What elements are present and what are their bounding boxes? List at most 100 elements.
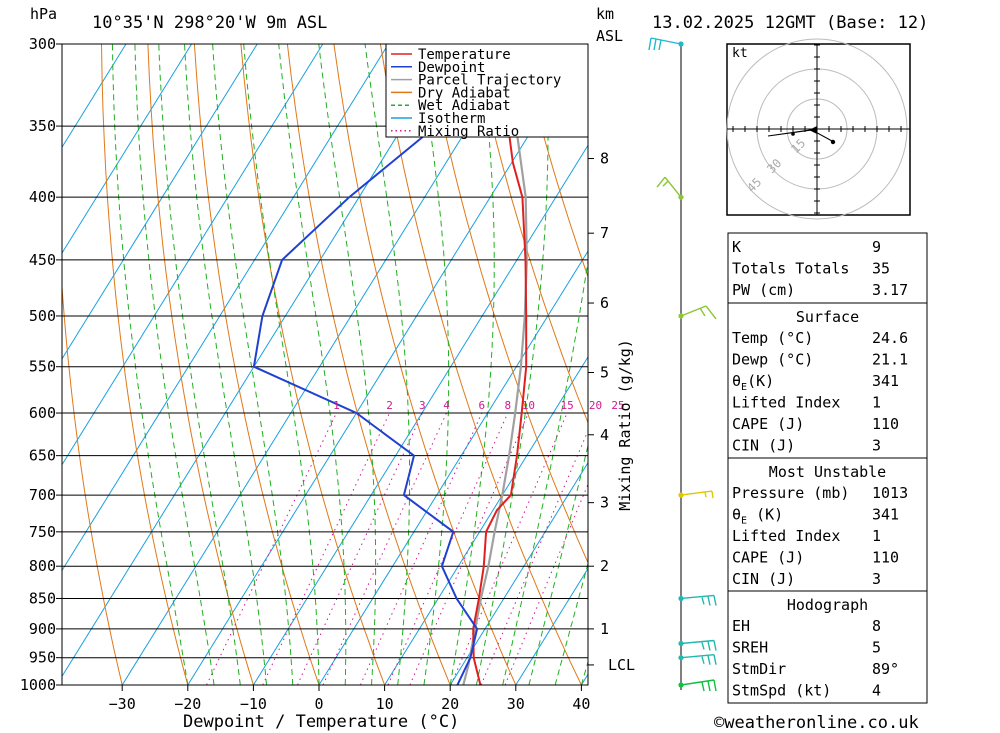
wind-barb [656, 176, 682, 198]
wind-barb-segment [705, 305, 717, 320]
wind-barb-segment [704, 491, 707, 498]
dry-adiabat-line [333, 44, 517, 685]
index-name: Totals Totals [732, 260, 849, 278]
index-value: 1013 [872, 484, 908, 502]
pressure-tick-label: 450 [29, 251, 56, 269]
index-name: K [732, 238, 741, 256]
index-value: 341 [872, 372, 899, 390]
wind-barb-segment [656, 176, 666, 188]
temperature-tick-label: 10 [376, 695, 394, 713]
footer-credit: ©weatheronline.co.uk [714, 713, 919, 733]
index-value: 1 [872, 527, 881, 545]
pressure-tick-label: 950 [29, 649, 56, 667]
datetime-title: 13.02.2025 12GMT (Base: 12) [652, 13, 928, 33]
section-title: Most Unstable [769, 463, 886, 481]
wind-barb [648, 37, 682, 51]
wind-barb-segment [658, 39, 662, 51]
mixing-ratio-line [359, 412, 483, 685]
wet-adiabat-line [318, 44, 377, 685]
index-value: 3 [872, 437, 881, 455]
wind-barb-segment [711, 491, 714, 499]
dry-adiabat-line [985, 44, 1000, 685]
mixing-ratio-label: 15 [561, 399, 574, 412]
height-tick-label: 8 [600, 150, 609, 168]
temperature-axis-labels: −30 −20 −10 0 10 20 30 40 [109, 685, 590, 713]
wet-adiabat-line [449, 44, 495, 685]
wind-barb-segment [680, 639, 715, 645]
mixing-ratio-line [504, 483, 588, 685]
hodograph-trace [767, 128, 833, 142]
legend-entry: Dry Adiabat [418, 85, 511, 101]
wind-barb-segment [707, 641, 711, 651]
wind-barb-segment [653, 38, 657, 51]
index-name: CAPE (J) [732, 415, 804, 433]
mixing-ratio-line [480, 429, 588, 685]
pressure-tick-label: 900 [29, 620, 56, 638]
wind-barb-dot [678, 655, 684, 661]
index-value: 5 [872, 639, 881, 657]
wind-barb-segment [713, 595, 717, 606]
height-tick-label: 4 [600, 426, 609, 444]
wet-adiabat-line [212, 44, 294, 685]
mixing-ratio-label: 6 [479, 399, 486, 412]
wet-adiabat-lines [111, 44, 588, 685]
index-value: 110 [872, 549, 899, 567]
pressure-tick-label: 1000 [20, 676, 56, 694]
hodograph-unit: kt [732, 46, 748, 61]
mixing-ratio-label: 4 [443, 399, 450, 412]
mixing-ratio-label: 25 [611, 399, 624, 412]
index-value: 9 [872, 238, 881, 256]
profile-series [252, 44, 528, 685]
legend-entry: Temperature [418, 47, 511, 63]
series-dewpoint [252, 44, 479, 685]
height-tick-label: 6 [600, 294, 609, 312]
index-value: 24.6 [872, 329, 908, 347]
pressure-tick-label: 750 [29, 523, 56, 541]
isobar-lines [62, 44, 588, 685]
mixing-ratio-axis-label: Mixing Ratio (g/kg) [616, 339, 634, 511]
pressure-tick-label: 400 [29, 188, 56, 206]
x-axis-label: Dewpoint / Temperature (°C) [183, 712, 459, 732]
wind-barb-segment [713, 640, 717, 651]
skewt-plot [62, 44, 1000, 685]
index-name: Dewp (°C) [732, 351, 813, 369]
series-parcel-trajectory [462, 44, 528, 685]
index-value: 1 [872, 394, 881, 412]
section-title: Surface [796, 308, 859, 326]
wind-barb [680, 653, 717, 665]
pressure-tick-label: 650 [29, 447, 56, 465]
dry-adiabat-line [938, 44, 1000, 685]
legend-entry: Parcel Trajectory [418, 73, 561, 89]
pressure-tick-label: 800 [29, 557, 56, 575]
dry-adiabat-line [62, 280, 123, 685]
wind-barb-segment [707, 680, 711, 692]
hodograph-point [791, 132, 795, 136]
isotherm-line [318, 250, 588, 685]
isotherm-line [121, 44, 521, 685]
wind-barb-segment [701, 681, 705, 692]
pressure-axis-labels: 300 350 400 450 500 550 600 650 700 750 800 850 900 9… [20, 35, 62, 694]
isotherm-line [384, 355, 588, 685]
mixing-ratio-label: 1 [333, 399, 340, 412]
wind-barb [680, 594, 717, 606]
temperature-tick-label: 0 [314, 695, 323, 713]
hodograph-point [830, 139, 836, 145]
wind-barb-segment [701, 656, 705, 664]
index-value: 110 [872, 415, 899, 433]
index-name: CAPE (J) [732, 549, 804, 567]
pressure-tick-label: 600 [29, 404, 56, 422]
isotherm-lines [62, 44, 588, 685]
index-name: Pressure (mb) [732, 484, 849, 502]
indices-box-hodograph [727, 590, 928, 704]
location-title: 10°35'N 298°20'W 9m ASL [92, 13, 327, 33]
index-value: 341 [872, 506, 899, 524]
index-name: CIN (J) [732, 437, 795, 455]
index-name: StmDir [732, 660, 786, 678]
isotherm-line [62, 44, 193, 254]
wind-barb-segment [701, 642, 705, 650]
mixing-ratio-label: 3 [419, 399, 426, 412]
index-value: 3.17 [872, 281, 908, 299]
isotherm-line [62, 44, 389, 572]
